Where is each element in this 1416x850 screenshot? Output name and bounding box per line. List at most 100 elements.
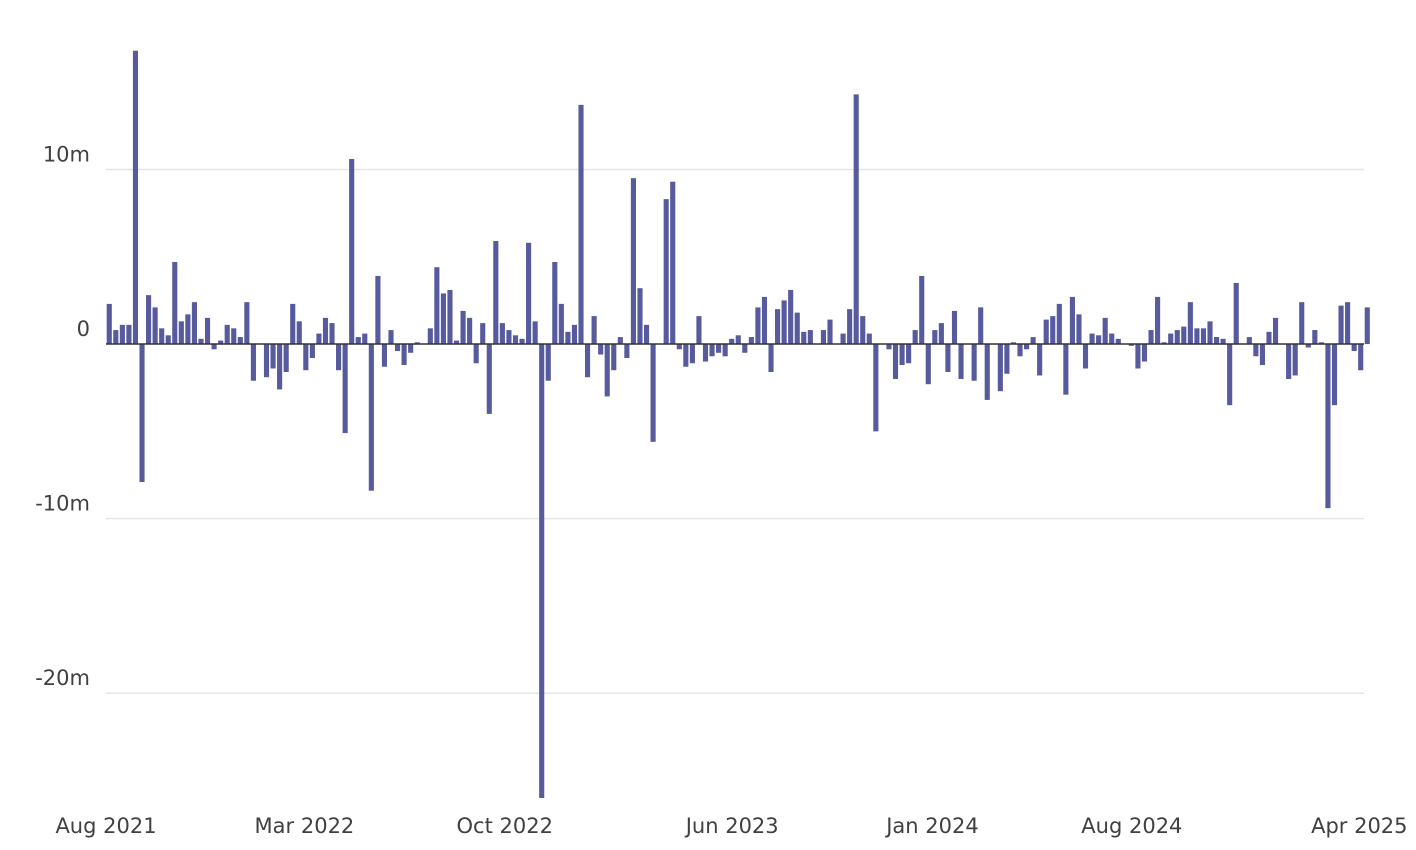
bar xyxy=(650,344,656,442)
bar xyxy=(611,344,617,371)
bar xyxy=(866,333,872,345)
x-tick-label: Aug 2021 xyxy=(55,814,156,838)
bar xyxy=(755,307,761,345)
bar xyxy=(329,323,335,345)
bar xyxy=(788,289,794,345)
bar xyxy=(873,344,879,432)
bar xyxy=(290,303,296,345)
bar xyxy=(316,333,322,345)
bar xyxy=(775,309,781,345)
bar xyxy=(722,344,728,357)
bar xyxy=(951,310,958,345)
bar xyxy=(696,316,702,345)
bar xyxy=(506,330,512,345)
bar xyxy=(460,310,466,345)
bar xyxy=(945,344,951,372)
bar xyxy=(519,338,525,345)
bar xyxy=(906,344,912,364)
x-tick-label: Apr 2025 xyxy=(1311,814,1407,838)
bar xyxy=(624,344,630,359)
bar xyxy=(434,267,440,345)
bar xyxy=(552,261,558,345)
bar xyxy=(571,324,578,345)
bar xyxy=(146,295,152,345)
bar xyxy=(453,340,460,345)
bar xyxy=(925,344,931,385)
bar xyxy=(1266,331,1272,345)
bar xyxy=(322,317,329,345)
bar xyxy=(394,344,401,352)
bar xyxy=(1246,337,1252,345)
bar xyxy=(683,344,689,367)
bar xyxy=(237,337,243,345)
bar xyxy=(663,199,669,345)
y-axis-tick-labels: 10m 0 -10m -20m xyxy=(35,142,90,690)
bar xyxy=(768,344,774,372)
bar xyxy=(742,344,748,353)
bar xyxy=(408,344,414,353)
bar xyxy=(840,333,846,345)
bars xyxy=(106,50,1370,798)
bar xyxy=(585,344,591,378)
x-axis-tick-labels: Aug 2021 Mar 2022 Oct 2022 Jun 2023 Jan 2024… xyxy=(55,814,1407,838)
bar xyxy=(578,104,584,345)
bar xyxy=(119,324,125,345)
bar xyxy=(1358,344,1364,371)
bar xyxy=(794,312,800,345)
y-tick-label: 0 xyxy=(77,317,90,341)
bar xyxy=(1030,337,1036,345)
bar xyxy=(781,300,787,345)
bar xyxy=(565,331,571,345)
bar xyxy=(1338,305,1344,345)
bar xyxy=(152,307,158,345)
bar xyxy=(172,261,178,345)
bar xyxy=(637,288,643,345)
y-tick-label: -20m xyxy=(35,666,90,690)
bar xyxy=(558,303,564,345)
bar xyxy=(427,328,433,345)
bar xyxy=(303,344,309,371)
bar xyxy=(997,344,1003,392)
bar xyxy=(159,328,165,345)
bar xyxy=(368,344,374,491)
bar xyxy=(106,303,112,345)
bar xyxy=(1004,344,1010,374)
bar xyxy=(807,330,813,345)
bar xyxy=(178,321,184,345)
bar xyxy=(591,316,597,345)
bar xyxy=(1181,326,1187,345)
bar xyxy=(447,289,453,345)
bar xyxy=(1056,303,1062,345)
bar xyxy=(761,296,768,345)
bar xyxy=(250,344,256,381)
bar xyxy=(1299,302,1305,345)
bar xyxy=(958,344,964,379)
bar xyxy=(1286,344,1292,379)
bar xyxy=(545,344,551,381)
x-tick-label: Mar 2022 xyxy=(255,814,355,838)
bar xyxy=(630,178,636,345)
bar xyxy=(820,330,826,345)
bar xyxy=(440,293,446,345)
x-tick-label: Oct 2022 xyxy=(457,814,553,838)
bar xyxy=(375,275,381,345)
bar xyxy=(604,344,610,397)
bar xyxy=(1351,344,1357,352)
bar xyxy=(1115,338,1121,345)
bar xyxy=(853,94,859,345)
bar xyxy=(1050,316,1056,345)
bar xyxy=(1063,344,1069,395)
bar xyxy=(735,335,741,345)
bar xyxy=(1141,344,1148,362)
bar xyxy=(1174,330,1180,345)
bar xyxy=(362,333,368,345)
grid-lines xyxy=(106,168,1364,694)
bar xyxy=(1102,317,1108,345)
bar xyxy=(748,337,754,345)
y-tick-label: -10m xyxy=(35,492,90,516)
bar xyxy=(1207,321,1213,345)
bar xyxy=(984,344,990,400)
bar xyxy=(1253,344,1259,357)
